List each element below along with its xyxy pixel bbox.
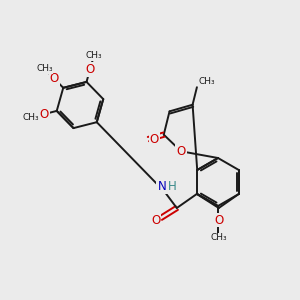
Text: O: O [85,63,95,76]
Text: CH₃: CH₃ [85,51,102,60]
Text: O: O [150,133,159,146]
Text: N: N [158,181,166,194]
Text: CH₃: CH₃ [22,113,39,122]
Text: CH₃: CH₃ [211,233,227,242]
Text: O: O [40,108,49,121]
Text: CH₃: CH₃ [36,64,53,73]
Text: CH₃: CH₃ [199,77,215,86]
Text: O: O [151,214,160,226]
Text: O: O [214,214,224,226]
Text: O: O [50,72,59,85]
Text: H: H [167,181,176,194]
Text: O: O [176,145,186,158]
